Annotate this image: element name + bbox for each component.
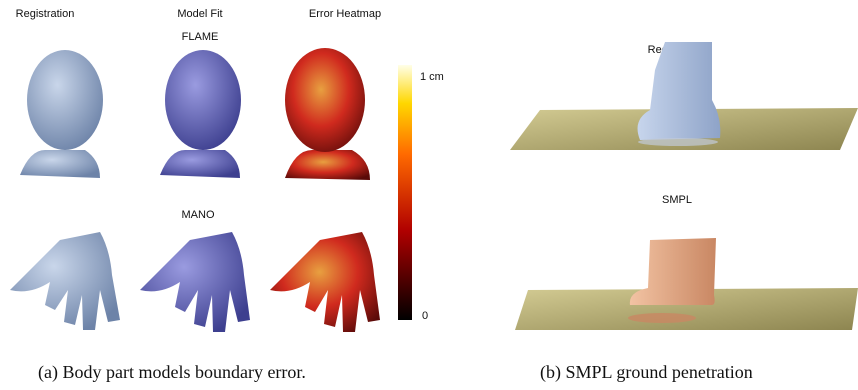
hand-registration — [10, 232, 120, 330]
hand-error-heatmap — [270, 232, 380, 332]
row-label: FLAME — [182, 31, 219, 43]
column-label: Error Heatmap — [309, 8, 381, 20]
row-label: MANO — [182, 209, 215, 221]
foot-reflection — [638, 138, 718, 146]
colorbar-max-label: 1 cm — [420, 71, 444, 83]
foot-smpl — [630, 238, 716, 305]
column-label: Registration — [16, 8, 75, 20]
foot-penetration — [628, 313, 696, 323]
figure: Registration Model Fit Error Heatmap FLA… — [0, 0, 858, 390]
colorbar-min-label: 0 — [422, 310, 428, 322]
head-model-fit — [160, 50, 241, 178]
label: SMPL — [662, 194, 692, 206]
colorbar — [398, 65, 412, 320]
hand-model-fit — [140, 232, 250, 332]
head-registration — [20, 50, 103, 178]
head-error-heatmap — [285, 48, 370, 180]
foot-registration — [638, 42, 721, 140]
caption: (b) SMPL ground penetration — [540, 362, 753, 383]
caption: (a) Body part models boundary error. — [38, 362, 306, 383]
page: Registration Model Fit Error Heatmap FLA… — [0, 0, 858, 390]
column-label: Model Fit — [177, 8, 222, 20]
